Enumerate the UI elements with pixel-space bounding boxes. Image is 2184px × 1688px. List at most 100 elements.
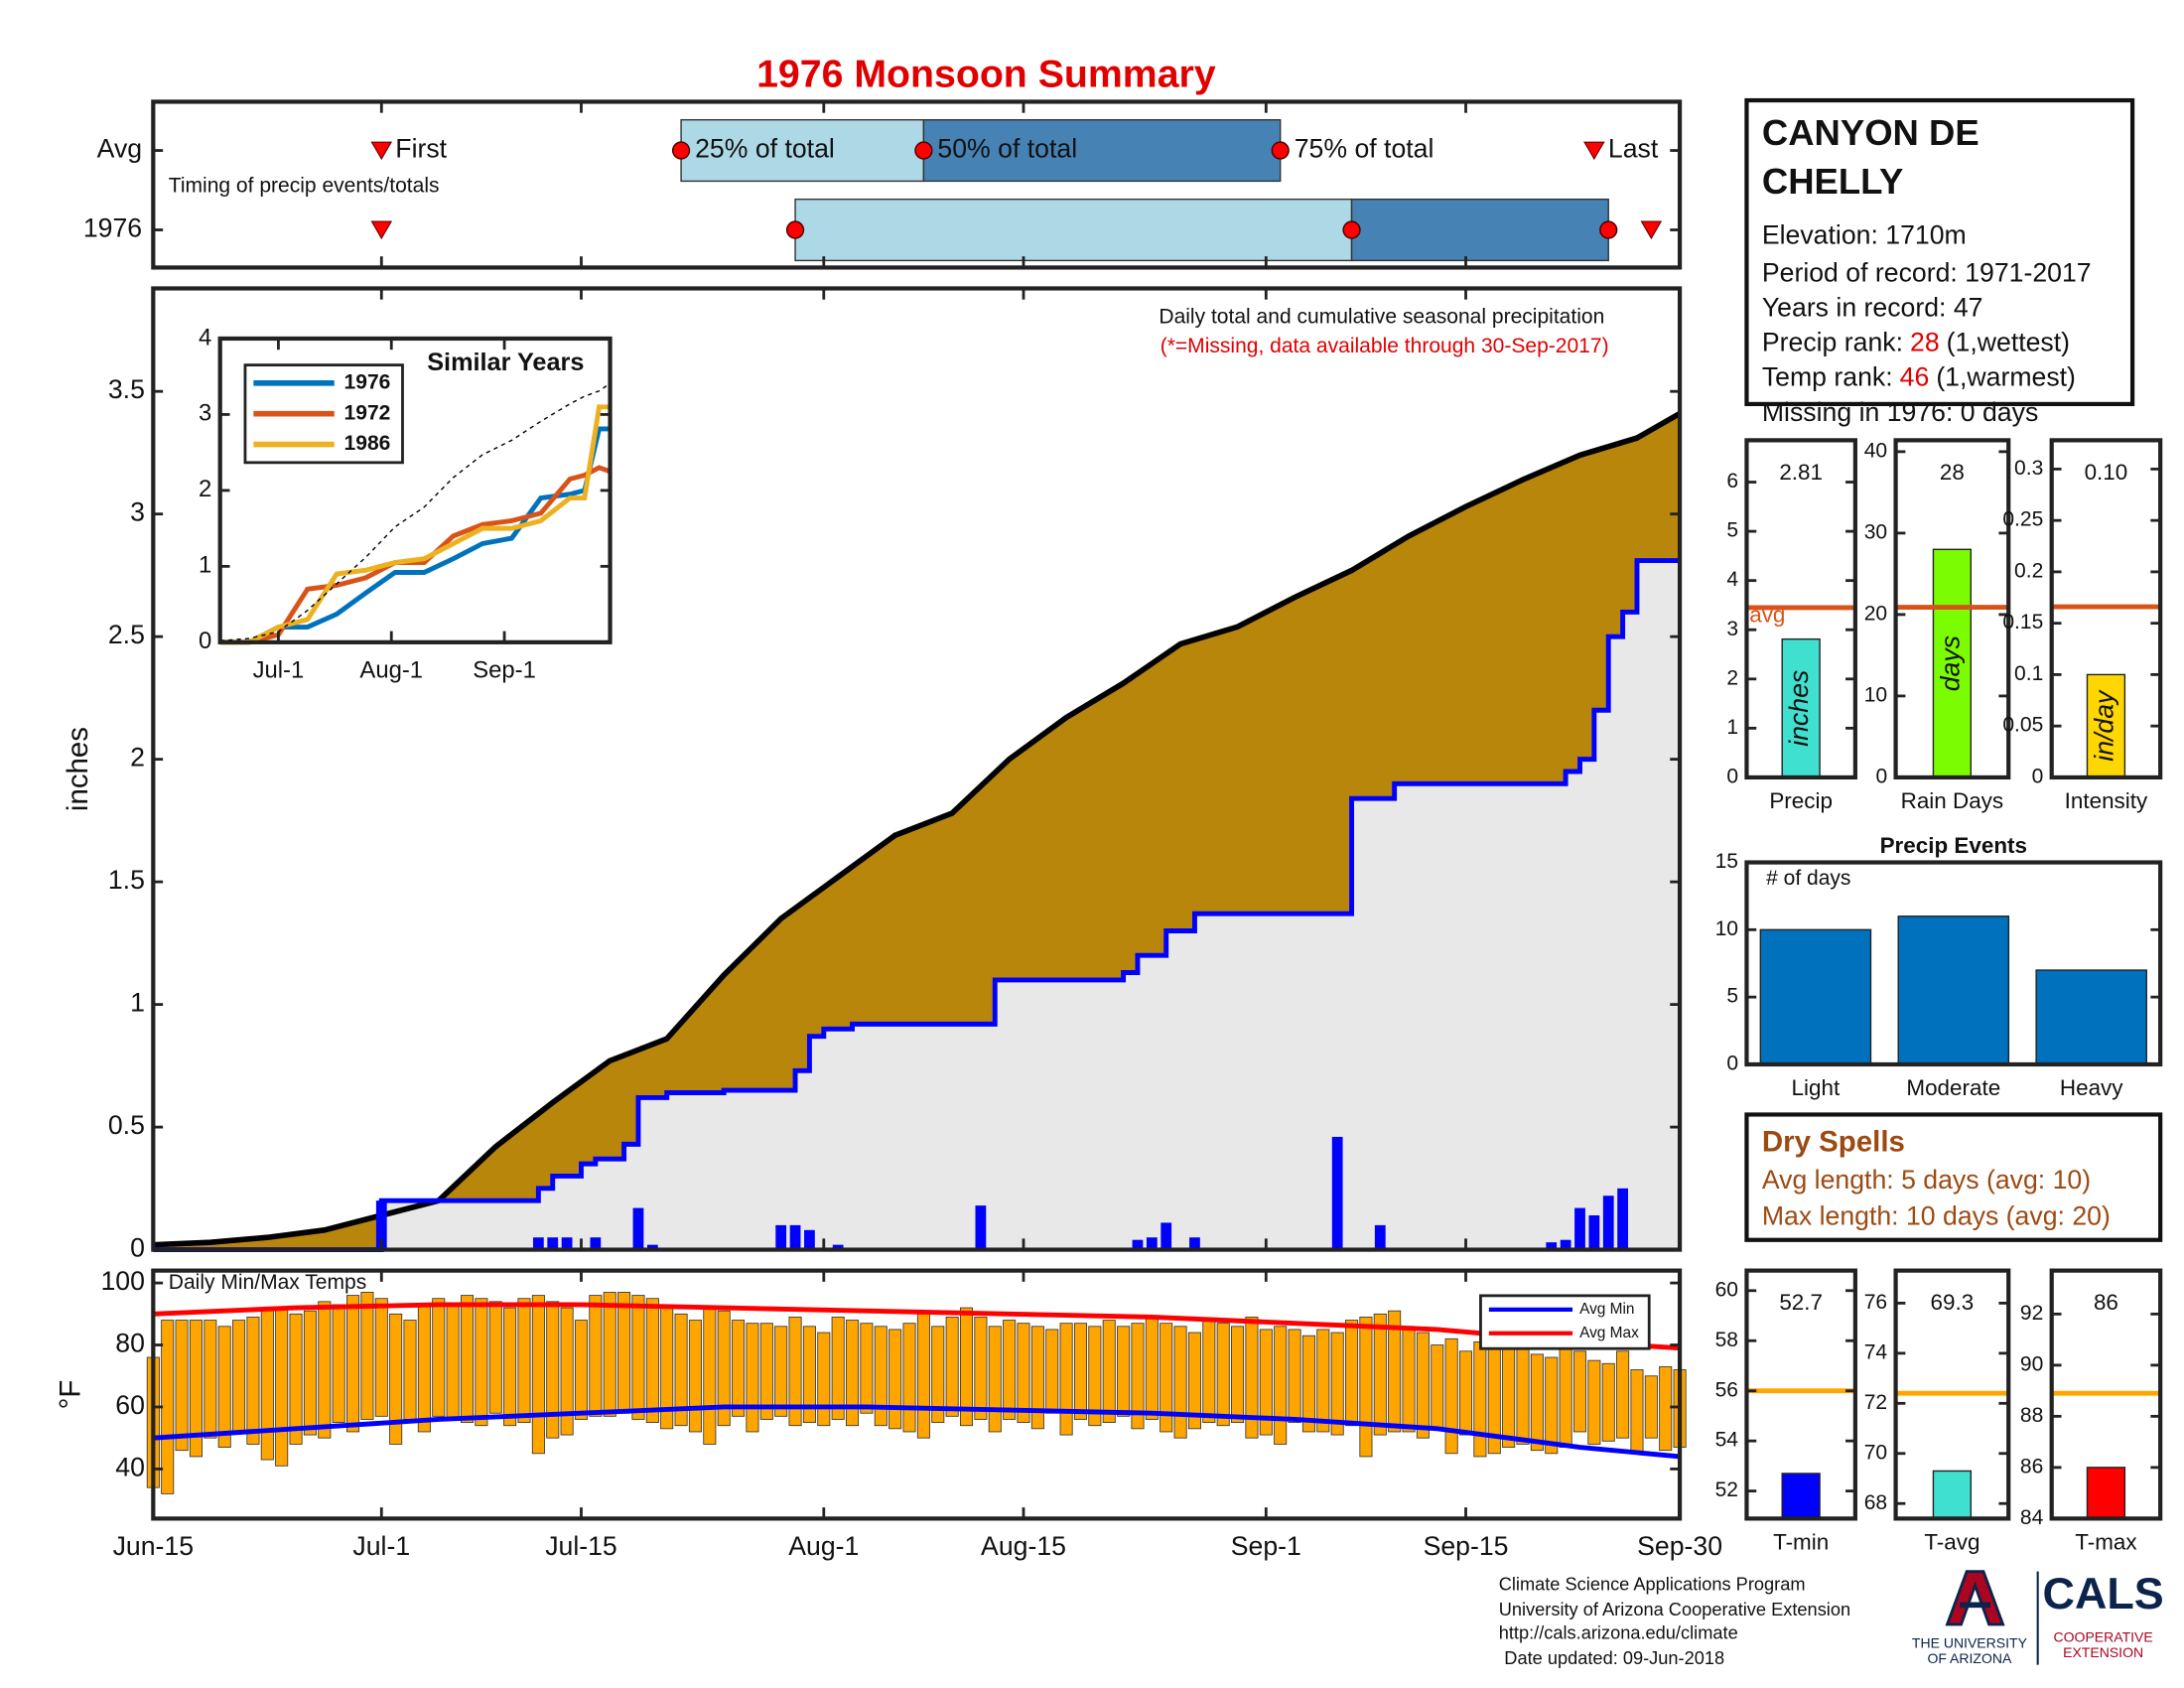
x-tick-label: Jul-15	[545, 1531, 617, 1561]
y-tick-label: 0	[1875, 765, 1887, 787]
y-tick-label: 80	[115, 1329, 145, 1358]
y-tick-label: 0.2	[2014, 559, 2043, 582]
y-tick-label: 84	[2020, 1506, 2044, 1529]
temp-range-bar	[446, 1304, 460, 1420]
marker-label: 25% of total	[695, 134, 835, 164]
station-name: CANYON DE	[1762, 112, 1979, 153]
quartile-box	[794, 198, 1353, 262]
temp-range-bar	[260, 1307, 274, 1461]
bar	[1759, 928, 1872, 1065]
daily-bar	[1189, 1237, 1200, 1250]
daily-bar	[1146, 1237, 1158, 1250]
temp-range-bar	[1530, 1353, 1544, 1452]
event-marker	[370, 141, 393, 161]
temp-range-bar	[1330, 1332, 1344, 1436]
temp-range-bar	[417, 1304, 431, 1433]
bar-text: in/day	[2089, 689, 2118, 762]
temp-range-bar	[246, 1317, 260, 1445]
y-tick-label: 4	[199, 324, 211, 351]
y-tick-label: 60	[1715, 1278, 1738, 1301]
bar	[1932, 1470, 1973, 1520]
plot-frame	[1893, 438, 2011, 780]
dry-spells-box	[1744, 1112, 2163, 1242]
daily-bar	[1602, 1196, 1614, 1250]
x-axis-label: Precip	[1769, 788, 1833, 813]
temp-range-bar	[988, 1326, 1002, 1433]
y-tick-label: 1	[199, 552, 211, 579]
y-tick-label: 92	[2020, 1302, 2043, 1325]
daily-bar	[775, 1224, 787, 1250]
y-tick-label: 2	[199, 476, 211, 502]
daily-bar	[1160, 1222, 1172, 1250]
annotation: Timing of precip events/totals	[169, 175, 440, 198]
y-tick-label: 20	[1864, 602, 1887, 625]
station-box	[1744, 97, 2135, 407]
temp-range-bar	[346, 1295, 360, 1433]
temp-range-bar	[774, 1326, 788, 1417]
y-tick-label: 52	[1715, 1478, 1738, 1501]
daily-bar	[1374, 1224, 1386, 1250]
temp-range-bar	[688, 1320, 702, 1433]
y-tick-label: 3	[199, 400, 211, 427]
x-tick-label: Heavy	[2060, 1075, 2123, 1100]
temp-range-bar	[589, 1295, 603, 1417]
temp-range-bar	[1601, 1362, 1615, 1442]
temp-range-bar	[1017, 1323, 1030, 1424]
dry-spells-title: Dry Spells	[1762, 1126, 1905, 1159]
y-tick-label: 76	[1864, 1291, 1887, 1314]
temp-range-bar	[1316, 1329, 1330, 1433]
temp-range-bar	[475, 1298, 488, 1427]
missing-days: Missing in 1976: 0 days	[1762, 397, 2038, 427]
temp-range-bar	[360, 1292, 374, 1420]
daily-bar	[1560, 1239, 1571, 1250]
temp-range-bar	[1073, 1323, 1088, 1420]
temp-range-bar	[204, 1320, 217, 1439]
temp-range-bar	[189, 1320, 203, 1458]
temp-range-bar	[945, 1317, 959, 1417]
marker-label: First	[395, 134, 447, 164]
temp-range-bar	[603, 1292, 616, 1417]
temp-range-bar	[374, 1298, 388, 1417]
footer-line: University of Arizona Cooperative Extens…	[1499, 1599, 1850, 1619]
label: Temp rank:	[1762, 362, 1893, 392]
temp-range-bar	[1359, 1317, 1373, 1458]
bar	[2086, 1467, 2126, 1520]
temp-range-bar	[1373, 1313, 1387, 1436]
x-tick-label: Moderate	[1906, 1075, 2000, 1100]
temp-range-bar	[217, 1326, 231, 1448]
y-tick-label: 2.5	[108, 620, 145, 649]
legend-label: 1972	[344, 401, 391, 424]
y-tick-label: 72	[1864, 1391, 1887, 1414]
temp-range-bar	[1274, 1326, 1288, 1445]
footer-line: Date updated: 09-Jun-2018	[1504, 1647, 1724, 1668]
total-marker	[785, 220, 805, 239]
y-tick-label: 0.25	[2002, 508, 2043, 531]
legend-box	[1479, 1294, 1651, 1350]
area-fill	[153, 560, 1681, 1250]
daily-bar	[1132, 1239, 1144, 1250]
row-label: 1976	[83, 213, 142, 243]
temp-range-bar	[974, 1317, 988, 1420]
temp-range-bar	[1117, 1326, 1131, 1417]
y-tick-label: 1	[1726, 716, 1738, 739]
temp-range-bar	[1202, 1320, 1216, 1424]
logo-text: EXTENSION	[2063, 1644, 2143, 1660]
value-label: 2.81	[1779, 460, 1823, 485]
logo-cals: CALS	[2043, 1568, 2164, 1618]
daily-bar	[975, 1205, 987, 1250]
x-tick-label: Aug-1	[359, 657, 423, 684]
station-info: Period of record: 1971-2017	[1762, 257, 2092, 287]
total-marker	[1599, 220, 1618, 239]
temp-range-bar	[318, 1301, 332, 1439]
marker-label: 75% of total	[1295, 134, 1434, 164]
temp-range-bar	[817, 1332, 831, 1427]
total-marker	[1342, 220, 1361, 239]
y-tick-label: 0.05	[2002, 714, 2043, 737]
x-tick-label: Jun-15	[113, 1531, 194, 1561]
y-tick-label: 15	[1715, 850, 1738, 873]
daily-bar	[646, 1244, 658, 1250]
annotation-note: (*=Missing, data available through 30-Se…	[1160, 335, 1609, 357]
daily-bar	[1546, 1242, 1558, 1250]
y-tick-label: 0	[130, 1233, 145, 1263]
